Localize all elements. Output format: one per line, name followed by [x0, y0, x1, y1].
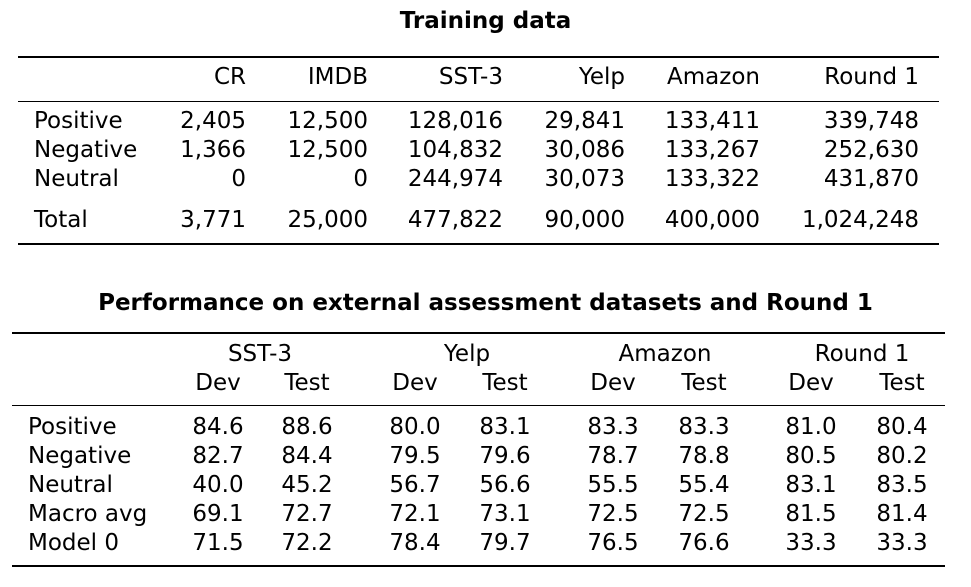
row-label: Neutral — [34, 166, 119, 192]
table-cell: 81.5 — [785, 501, 837, 527]
table-cell: 133,322 — [664, 166, 760, 192]
table1-bottom-rule — [18, 243, 939, 245]
table-cell: 33.3 — [876, 530, 928, 556]
table-cell: 78.8 — [678, 443, 730, 469]
table-cell: 83.5 — [876, 472, 928, 498]
column-header: Round 1 — [824, 64, 919, 90]
table-cell: 80.5 — [785, 443, 837, 469]
table-cell: 431,870 — [823, 166, 919, 192]
table-cell: 83.1 — [785, 472, 837, 498]
training-data-title: Training data — [399, 8, 572, 34]
table-cell: 76.6 — [678, 530, 730, 556]
table-cell: 69.1 — [192, 501, 244, 527]
subcolumn-header: Test — [284, 370, 330, 396]
table-cell: 55.5 — [587, 472, 639, 498]
table-cell: 78.7 — [587, 443, 639, 469]
total-cell: 3,771 — [180, 207, 246, 233]
table-cell: 72.1 — [389, 501, 441, 527]
table-cell: 71.5 — [192, 530, 244, 556]
table-cell: 79.7 — [479, 530, 531, 556]
subcolumn-header: Test — [482, 370, 528, 396]
table-cell: 30,073 — [544, 166, 625, 192]
table2-bottom-rule — [12, 565, 945, 567]
row-label: Positive — [34, 108, 123, 134]
total-cell: 25,000 — [287, 207, 368, 233]
table-cell: 72.5 — [678, 501, 730, 527]
row-label: Negative — [28, 443, 132, 469]
table-cell: 56.6 — [479, 472, 531, 498]
table-cell: 83.1 — [479, 414, 531, 440]
table-cell: 82.7 — [192, 443, 244, 469]
table-cell: 339,748 — [823, 108, 919, 134]
table-cell: 80.4 — [876, 414, 928, 440]
table-cell: 133,267 — [664, 137, 760, 163]
subcolumn-header: Dev — [788, 370, 834, 396]
row-label: Macro avg — [28, 501, 148, 527]
table-cell: 56.7 — [389, 472, 441, 498]
table-cell: 104,832 — [407, 137, 503, 163]
table-cell: 55.4 — [678, 472, 730, 498]
row-label: Positive — [28, 414, 117, 440]
subcolumn-header: Test — [681, 370, 727, 396]
table-cell: 76.5 — [587, 530, 639, 556]
row-label: Neutral — [28, 472, 113, 498]
table-cell: 72.5 — [587, 501, 639, 527]
total-cell: 400,000 — [664, 207, 760, 233]
column-header: CR — [213, 64, 246, 90]
total-label: Total — [34, 207, 88, 233]
table-cell: 80.0 — [389, 414, 441, 440]
group-header: Round 1 — [814, 341, 910, 367]
column-header: Amazon — [667, 64, 760, 90]
subcolumn-header: Dev — [392, 370, 438, 396]
table-cell: 29,841 — [544, 108, 625, 134]
subcolumn-header: Dev — [195, 370, 241, 396]
table1-header-rule — [18, 101, 939, 102]
table-cell: 244,974 — [407, 166, 503, 192]
table-cell: 80.2 — [876, 443, 928, 469]
table-cell: 12,500 — [287, 108, 368, 134]
group-header: Yelp — [443, 341, 491, 367]
table-cell: 33.3 — [785, 530, 837, 556]
group-header: SST-3 — [227, 341, 293, 367]
table-cell: 81.0 — [785, 414, 837, 440]
subcolumn-header: Dev — [590, 370, 636, 396]
table-cell: 40.0 — [192, 472, 244, 498]
table2-header-rule — [12, 405, 945, 406]
table-cell: 252,630 — [823, 137, 919, 163]
column-header: Yelp — [578, 64, 625, 90]
column-header: SST-3 — [438, 64, 503, 90]
table-cell: 12,500 — [287, 137, 368, 163]
table-cell: 72.2 — [281, 530, 333, 556]
performance-title: Performance on external assessment datas… — [98, 290, 873, 316]
table-cell: 0 — [231, 166, 246, 192]
table1-top-rule — [18, 56, 939, 58]
table-cell: 78.4 — [389, 530, 441, 556]
table-cell: 2,405 — [180, 108, 246, 134]
table-cell: 1,366 — [180, 137, 246, 163]
table-cell: 128,016 — [407, 108, 503, 134]
table-cell: 0 — [353, 166, 368, 192]
subcolumn-header: Test — [879, 370, 925, 396]
table-cell: 84.6 — [192, 414, 244, 440]
table-cell: 88.6 — [281, 414, 333, 440]
table-cell: 30,086 — [544, 137, 625, 163]
row-label: Negative — [34, 137, 138, 163]
table-cell: 79.6 — [479, 443, 531, 469]
table-cell: 83.3 — [678, 414, 730, 440]
table-cell: 81.4 — [876, 501, 928, 527]
table-cell: 84.4 — [281, 443, 333, 469]
table-cell: 79.5 — [389, 443, 441, 469]
table-cell: 73.1 — [479, 501, 531, 527]
table-cell: 45.2 — [281, 472, 333, 498]
table-cell: 83.3 — [587, 414, 639, 440]
column-header: IMDB — [307, 64, 368, 90]
row-label: Model 0 — [28, 530, 120, 556]
table2-top-rule — [12, 332, 945, 334]
total-cell: 90,000 — [544, 207, 625, 233]
group-header: Amazon — [618, 341, 712, 367]
table-cell: 133,411 — [664, 108, 760, 134]
total-cell: 477,822 — [407, 207, 503, 233]
total-cell: 1,024,248 — [801, 207, 919, 233]
table-cell: 72.7 — [281, 501, 333, 527]
